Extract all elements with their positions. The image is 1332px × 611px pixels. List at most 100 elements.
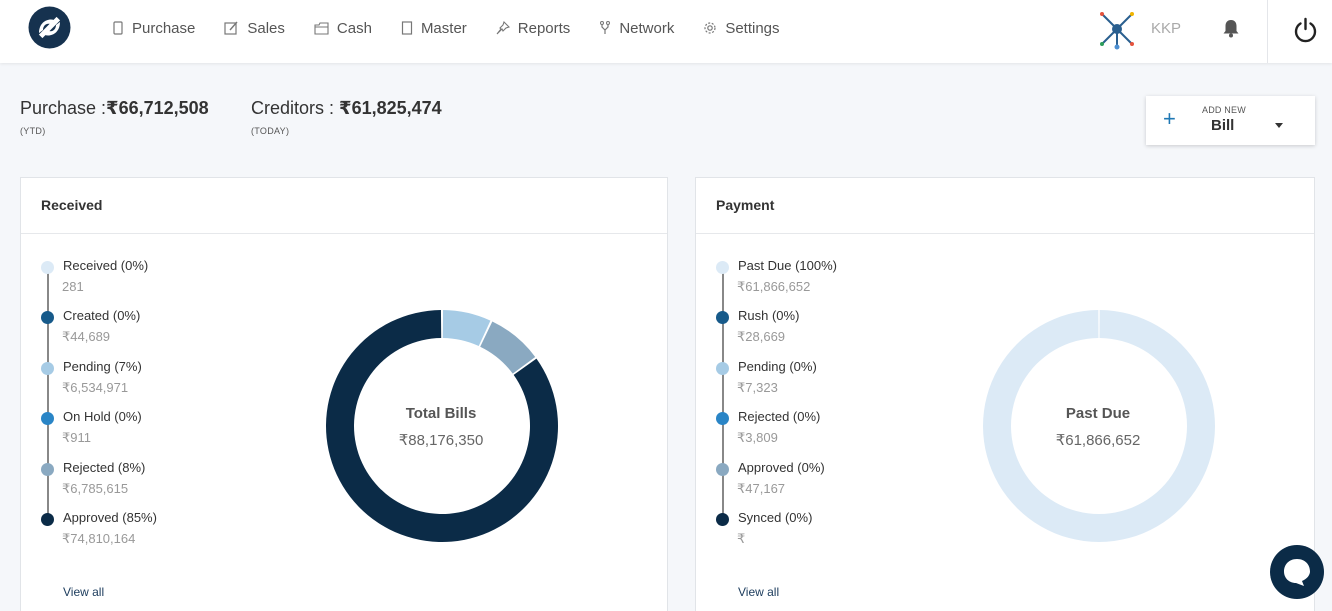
nav-settings[interactable]: Settings — [703, 19, 780, 37]
legend-label: On Hold (0%) — [63, 409, 142, 425]
payment-donut-chart — [983, 310, 1215, 542]
legend-label: Rejected (8%) — [63, 459, 146, 475]
legend-item: On Hold (0%) ₹911 — [41, 409, 291, 453]
pin-icon — [496, 21, 510, 35]
legend-dot — [716, 412, 729, 426]
nav-sales-label: Sales — [247, 19, 285, 37]
donut-slice-pending[interactable] — [442, 310, 491, 347]
main-nav: Purchase Sales Cash Master Reports Netwo… — [112, 0, 809, 56]
nav-purchase[interactable]: Purchase — [112, 20, 195, 37]
nav-master-label: Master — [420, 19, 467, 37]
received-view-all-link[interactable]: View all — [63, 585, 105, 599]
legend-value: ₹6,534,971 — [62, 379, 129, 395]
add-new-caption: ADD NEW — [1202, 105, 1246, 115]
folder-icon — [314, 21, 329, 35]
bell-icon[interactable] — [1222, 18, 1240, 38]
purchase-period: (YTD) — [20, 126, 46, 136]
fork-icon — [600, 21, 611, 34]
received-card: Received Received (0%) 281 Created (0%) ₹44… — [20, 177, 668, 611]
document-icon — [401, 21, 413, 35]
legend-dot — [41, 261, 54, 274]
payment-card-title: Payment — [696, 178, 1314, 234]
legend-item: Created (0%) ₹44,689 — [41, 308, 291, 352]
legend-item: Pending (0%) ₹7,323 — [716, 359, 966, 403]
legend-dot — [41, 311, 54, 325]
power-icon[interactable] — [1293, 17, 1318, 44]
app-logo-icon[interactable] — [28, 6, 71, 49]
legend-label: Synced (0%) — [738, 510, 813, 525]
legend-label: Pending (0%) — [738, 358, 817, 374]
add-new-bill-button[interactable]: + ADD NEW Bill — [1146, 96, 1315, 145]
nav-purchase-label: Purchase — [132, 19, 196, 37]
purchase-label: Purchase : — [20, 98, 107, 118]
legend-label: Created (0%) — [63, 308, 141, 324]
legend-value: ₹6,785,615 — [62, 480, 129, 496]
purchase-summary: Purchase :₹66,712,508 (YTD) — [20, 98, 209, 136]
received-card-title: Received — [21, 178, 667, 234]
legend-dot — [41, 412, 54, 426]
nav-cash[interactable]: Cash — [314, 20, 372, 37]
payment-card: Payment Past Due (100%) ₹61,866,652 Rush (… — [695, 177, 1315, 611]
legend-dot — [716, 311, 729, 325]
legend-item: Synced (0%) ₹ — [716, 510, 966, 554]
chat-widget-button[interactable] — [1270, 545, 1324, 599]
received-donut-chart — [326, 310, 558, 542]
payment-view-all-link[interactable]: View all — [738, 585, 780, 599]
legend-connector-line — [722, 268, 724, 520]
legend-value: ₹47,167 — [737, 480, 786, 496]
legend-label: Received (0%) — [63, 258, 149, 273]
nav-reports[interactable]: Reports — [496, 19, 571, 37]
legend-item: Rejected (0%) ₹3,809 — [716, 409, 966, 453]
nav-cash-label: Cash — [336, 19, 372, 37]
donut-slice-rejected[interactable] — [480, 321, 536, 374]
legend-item: Received (0%) 281 — [41, 258, 291, 302]
legend-dot — [716, 513, 729, 526]
nav-reports-label: Reports — [517, 19, 571, 37]
top-navbar: Purchase Sales Cash Master Reports Netwo… — [0, 0, 1332, 63]
legend-dot — [716, 361, 729, 375]
payment-donut-title: Past Due — [1065, 405, 1131, 422]
legend-item: Approved (0%) ₹47,167 — [716, 460, 966, 504]
legend-dot — [41, 361, 54, 375]
legend-dot — [716, 261, 729, 274]
legend-label: Pending (7%) — [63, 358, 142, 374]
nav-network-label: Network — [619, 19, 675, 37]
legend-item: Rejected (8%) ₹6,785,615 — [41, 460, 291, 504]
nav-settings-label: Settings — [725, 19, 780, 37]
creditors-amount: ₹61,825,474 — [339, 98, 442, 118]
plus-icon: + — [1163, 106, 1176, 131]
caret-down-icon[interactable] — [1275, 123, 1283, 128]
legend-value: ₹44,689 — [62, 329, 111, 345]
legend-value: ₹28,669 — [737, 329, 786, 345]
nav-sales[interactable]: Sales — [224, 20, 285, 37]
gear-icon — [704, 22, 716, 34]
legend-value: ₹911 — [62, 430, 91, 446]
creditors-period: (TODAY) — [251, 126, 290, 136]
legend-dot — [716, 462, 729, 476]
user-avatar-icon[interactable] — [1098, 11, 1136, 51]
legend-value: ₹ — [737, 531, 746, 546]
add-new-label: Bill — [1211, 117, 1235, 134]
nav-master[interactable]: Master — [401, 20, 467, 37]
creditors-label: Creditors : — [251, 98, 335, 118]
edit-icon — [224, 21, 238, 35]
legend-value: ₹61,866,652 — [737, 279, 811, 294]
legend-dot — [41, 513, 54, 526]
legend-dot — [41, 462, 54, 476]
legend-item: Approved (85%) ₹74,810,164 — [41, 510, 291, 554]
legend-value: ₹3,809 — [737, 430, 778, 446]
legend-label: Approved (0%) — [738, 459, 825, 475]
user-initials[interactable]: KKP — [1151, 20, 1182, 37]
legend-label: Approved (85%) — [63, 510, 157, 525]
payment-donut-value: ₹61,866,652 — [1055, 432, 1141, 449]
legend-item: Past Due (100%) ₹61,866,652 — [716, 258, 966, 302]
legend-label: Rush (0%) — [738, 308, 800, 324]
legend-item: Rush (0%) ₹28,669 — [716, 308, 966, 352]
nav-network[interactable]: Network — [599, 20, 674, 37]
purchase-amount: ₹66,712,508 — [106, 98, 209, 118]
donut-slice-past-due[interactable] — [983, 310, 1215, 542]
legend-value: ₹7,323 — [737, 379, 778, 395]
legend-label: Past Due (100%) — [738, 258, 837, 273]
chat-bubble-icon — [1284, 559, 1310, 586]
legend-connector-line — [47, 268, 49, 520]
